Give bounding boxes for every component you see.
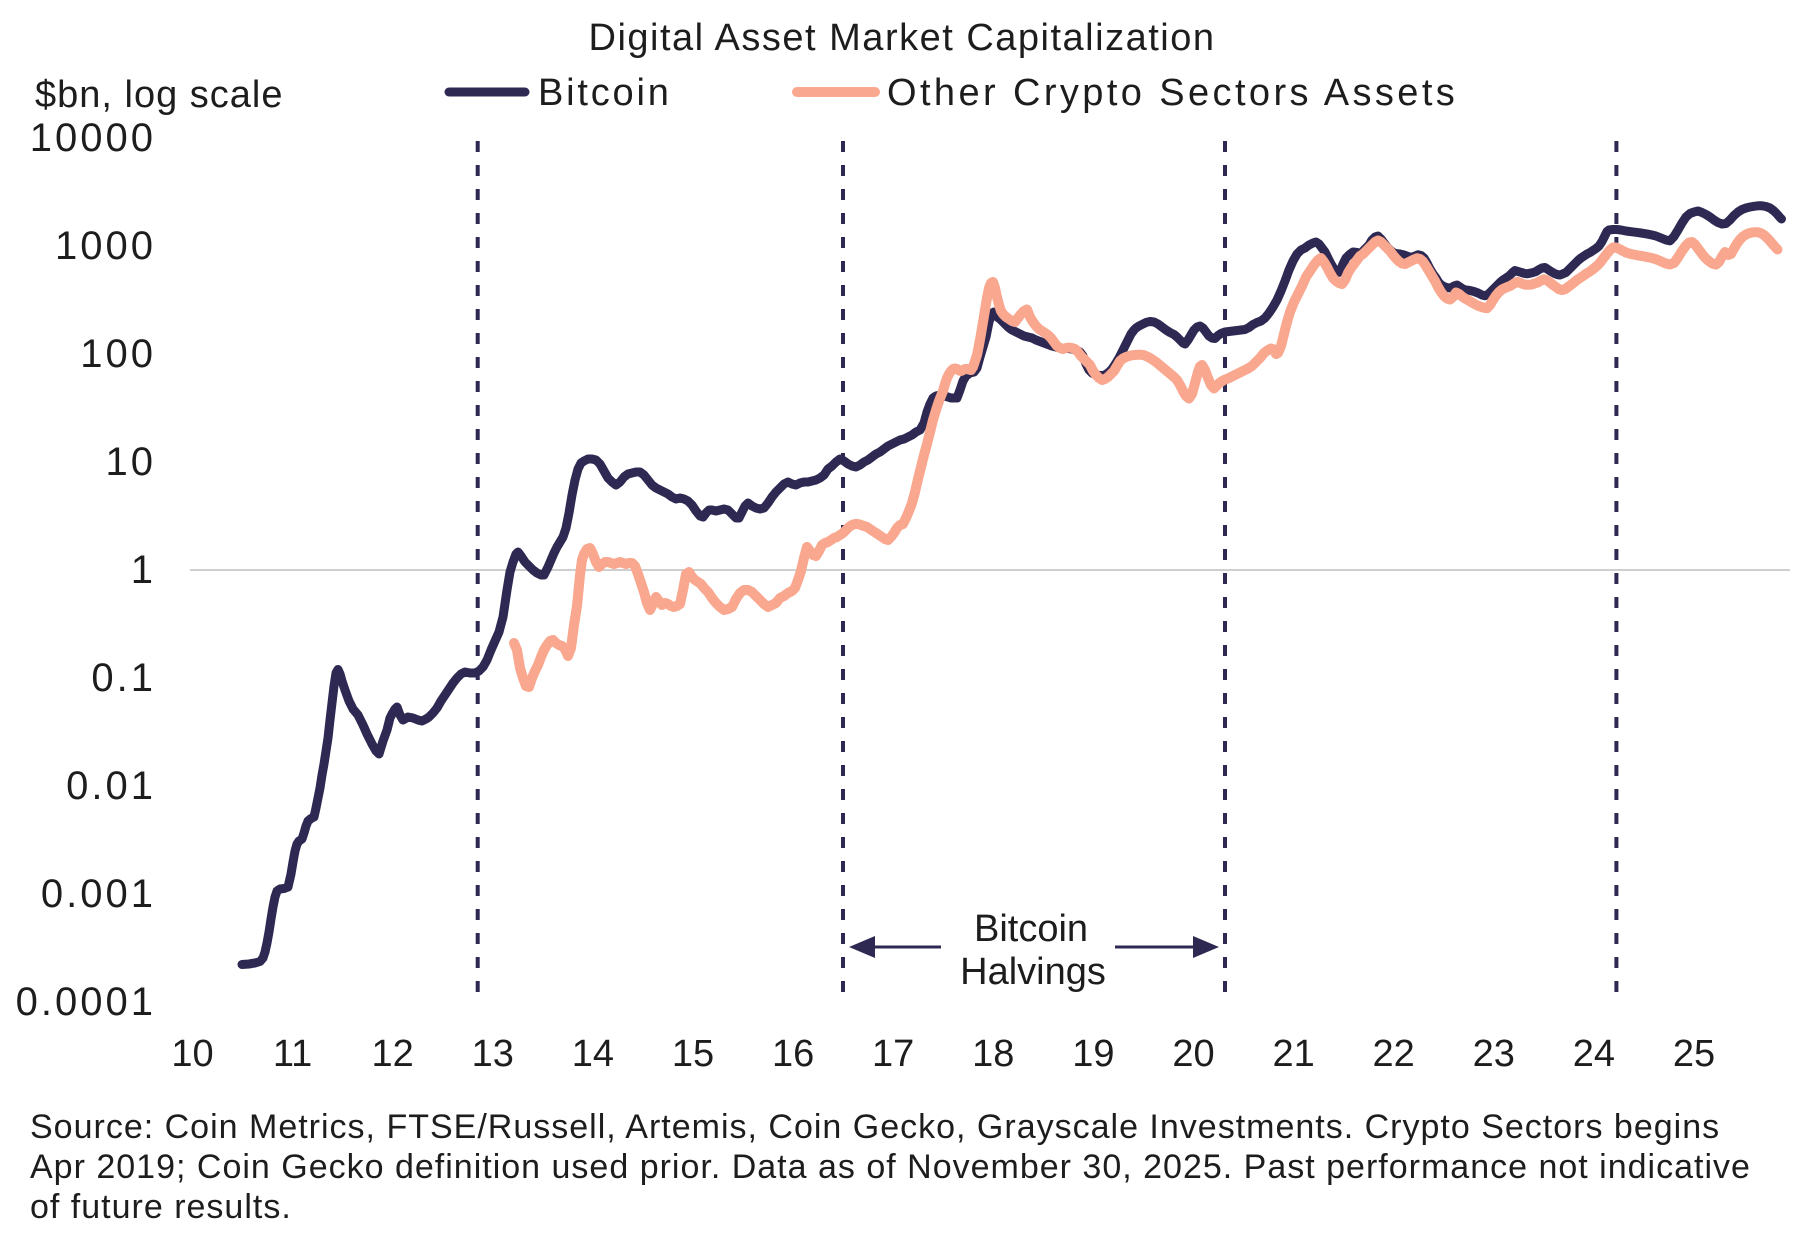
svg-text:10: 10 bbox=[106, 440, 157, 484]
svg-text:0.0001: 0.0001 bbox=[16, 980, 156, 1024]
svg-text:23: 23 bbox=[1473, 1033, 1515, 1075]
svg-text:100: 100 bbox=[80, 332, 156, 376]
svg-text:1: 1 bbox=[131, 548, 156, 592]
svg-text:11: 11 bbox=[273, 1033, 312, 1075]
svg-text:22: 22 bbox=[1373, 1033, 1415, 1075]
svg-text:12: 12 bbox=[372, 1033, 414, 1075]
svg-text:Digital Asset Market Capitaliz: Digital Asset Market Capitalization bbox=[589, 17, 1216, 59]
svg-text:15: 15 bbox=[672, 1033, 714, 1075]
svg-text:Bitcoin: Bitcoin bbox=[538, 72, 672, 114]
svg-text:17: 17 bbox=[872, 1033, 914, 1075]
svg-text:Bitcoin: Bitcoin bbox=[974, 908, 1088, 950]
svg-text:10: 10 bbox=[171, 1033, 213, 1075]
svg-text:1000: 1000 bbox=[55, 224, 156, 268]
svg-text:24: 24 bbox=[1573, 1033, 1615, 1075]
svg-text:13: 13 bbox=[472, 1033, 514, 1075]
svg-text:Halvings: Halvings bbox=[960, 951, 1106, 993]
svg-text:Other Crypto Sectors Assets: Other Crypto Sectors Assets bbox=[887, 72, 1458, 114]
svg-text:19: 19 bbox=[1072, 1033, 1114, 1075]
svg-text:Source: Coin Metrics, FTSE/Rus: Source: Coin Metrics, FTSE/Russell, Arte… bbox=[30, 1108, 1720, 1146]
svg-text:16: 16 bbox=[772, 1033, 814, 1075]
svg-text:of future results.: of future results. bbox=[30, 1188, 292, 1226]
svg-text:25: 25 bbox=[1673, 1033, 1715, 1075]
svg-text:14: 14 bbox=[572, 1033, 614, 1075]
svg-text:21: 21 bbox=[1272, 1033, 1314, 1075]
svg-text:Apr 2019; Coin Gecko definitio: Apr 2019; Coin Gecko definition used pri… bbox=[30, 1148, 1751, 1186]
svg-text:0.1: 0.1 bbox=[91, 656, 156, 700]
svg-text:20: 20 bbox=[1172, 1033, 1214, 1075]
svg-text:10000: 10000 bbox=[30, 116, 156, 160]
svg-text:18: 18 bbox=[972, 1033, 1014, 1075]
svg-text:0.001: 0.001 bbox=[41, 872, 156, 916]
svg-text:0.01: 0.01 bbox=[66, 764, 156, 808]
svg-text:$bn, log scale: $bn, log scale bbox=[35, 74, 284, 116]
